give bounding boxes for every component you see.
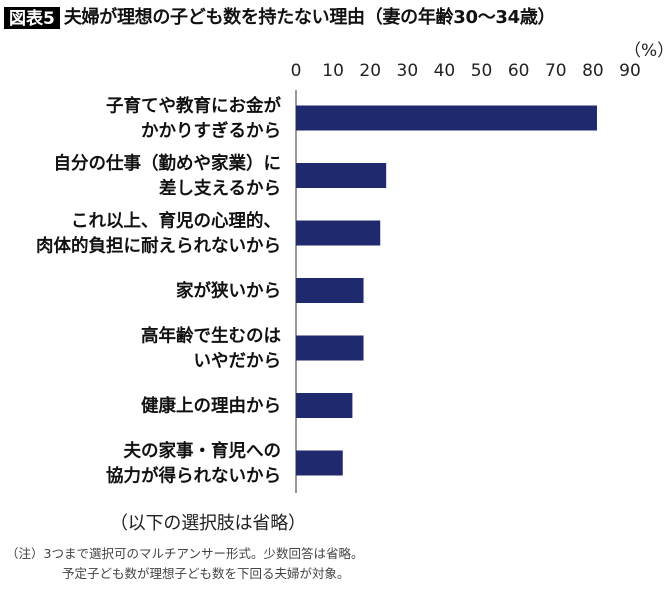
bar <box>296 220 381 246</box>
category-label: 自分の仕事（勤めや家業）に <box>54 153 282 174</box>
bar <box>296 163 387 188</box>
category-label: 差し支えるから <box>159 178 281 199</box>
chart-title: 夫婦が理想の子ども数を持たない理由（妻の年齢30〜34歳） <box>63 7 556 28</box>
category-label: 高年齢で生むのは <box>141 326 281 347</box>
x-tick-label: 60 <box>508 61 530 81</box>
category-label: 協力が得られないから <box>106 466 281 487</box>
x-tick-label: 20 <box>359 61 381 81</box>
x-tick-label: 40 <box>434 61 456 81</box>
x-tick-label: 50 <box>471 61 493 81</box>
category-label: これ以上、育児の心理的、 <box>71 211 281 232</box>
x-tick-label: 10 <box>322 61 344 81</box>
unit-label: （%） <box>624 41 670 61</box>
category-label: 家が狭いから <box>176 281 281 302</box>
x-tick-label: 70 <box>545 61 567 81</box>
x-tick-label: 90 <box>619 61 641 81</box>
omitted-options-note: （以下の選択肢は省略） <box>110 513 306 534</box>
footnote-line-1: （注）3つまで選択可のマルチアンサー形式。少数回答は省略。 <box>6 546 364 561</box>
category-label: 夫の家事・育児への <box>124 441 282 462</box>
x-tick-label: 80 <box>582 61 604 81</box>
figure-header: 図表5 夫婦が理想の子ども数を持たない理由（妻の年齢30〜34歳） <box>4 5 556 31</box>
figure-badge: 図表5 <box>4 7 60 29</box>
bar <box>296 450 343 476</box>
category-label: いやだから <box>194 352 282 372</box>
x-tick-label: 0 <box>291 61 302 81</box>
x-tick-label: 30 <box>397 61 419 81</box>
category-label: 健康上の理由から <box>141 396 281 417</box>
category-label: 肉体的負担に耐えられないから <box>36 236 281 257</box>
bar <box>296 278 364 303</box>
bar <box>296 335 364 361</box>
footnote: （注）3つまで選択可のマルチアンサー形式。少数回答は省略。 予定子ども数が理想子… <box>6 544 363 584</box>
category-label: かかりすぎるから <box>141 121 281 142</box>
footnote-line-2: 予定子ども数が理想子ども数を下回る夫婦が対象。 <box>62 566 350 581</box>
bar <box>296 105 597 131</box>
category-label: 子育てや教育にお金が <box>106 96 281 117</box>
bar <box>296 393 353 418</box>
